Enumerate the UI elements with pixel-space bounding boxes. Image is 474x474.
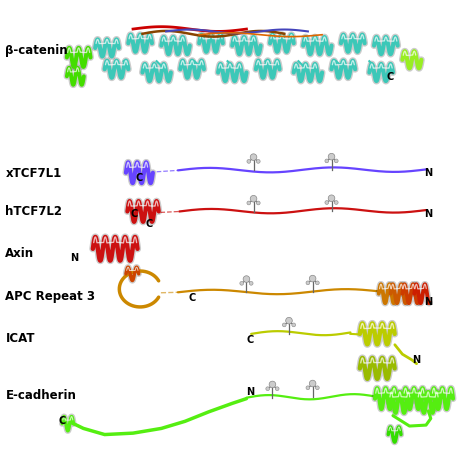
Circle shape xyxy=(306,281,310,285)
Circle shape xyxy=(328,154,335,160)
Text: β-catenin: β-catenin xyxy=(5,44,68,57)
Circle shape xyxy=(247,159,251,163)
Circle shape xyxy=(328,195,335,201)
Circle shape xyxy=(283,323,286,327)
Text: N: N xyxy=(412,355,420,365)
Text: C: C xyxy=(246,335,254,345)
Circle shape xyxy=(249,282,253,285)
Text: Axin: Axin xyxy=(5,247,35,260)
Circle shape xyxy=(316,386,319,390)
Circle shape xyxy=(250,195,257,202)
Circle shape xyxy=(310,380,316,387)
Circle shape xyxy=(269,381,276,388)
Circle shape xyxy=(250,154,257,160)
Circle shape xyxy=(334,159,338,163)
Text: C: C xyxy=(387,72,394,82)
Circle shape xyxy=(310,275,316,282)
Circle shape xyxy=(325,159,328,163)
Text: xTCF7L1: xTCF7L1 xyxy=(5,167,62,180)
Circle shape xyxy=(266,387,270,391)
Circle shape xyxy=(240,282,244,285)
Circle shape xyxy=(275,387,279,391)
Text: E-cadherin: E-cadherin xyxy=(5,389,76,402)
Circle shape xyxy=(325,201,328,204)
Circle shape xyxy=(243,276,250,283)
Text: APC Repeat 3: APC Repeat 3 xyxy=(5,290,95,302)
Circle shape xyxy=(306,386,310,390)
Text: C: C xyxy=(189,293,196,303)
Text: C: C xyxy=(131,210,138,219)
Text: N: N xyxy=(424,297,432,307)
Text: C: C xyxy=(135,173,142,183)
Text: N: N xyxy=(424,168,432,178)
Text: N: N xyxy=(246,387,254,397)
Text: N: N xyxy=(70,253,78,263)
Circle shape xyxy=(247,201,251,205)
Text: hTCF7L2: hTCF7L2 xyxy=(5,204,63,218)
Circle shape xyxy=(286,318,292,324)
Circle shape xyxy=(334,201,338,204)
Text: ICAT: ICAT xyxy=(5,332,35,345)
Text: N: N xyxy=(424,210,432,219)
Circle shape xyxy=(256,201,260,205)
Text: C: C xyxy=(58,416,66,426)
Circle shape xyxy=(292,323,296,327)
Text: C: C xyxy=(146,219,153,229)
Circle shape xyxy=(256,159,260,163)
Circle shape xyxy=(316,281,319,285)
